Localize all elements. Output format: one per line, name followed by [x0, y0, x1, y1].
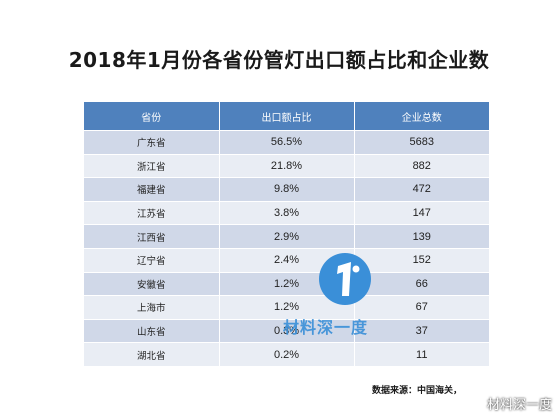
cell-company-count: 139 [354, 224, 489, 249]
cell-company-count: 147 [354, 200, 489, 225]
table-row: 湖北省 0.2% 11 [84, 342, 489, 366]
cell-province: 湖北省 [84, 342, 220, 366]
table-row: 广东省 56.5% 5683 [84, 130, 489, 155]
cell-company-count: 152 [354, 247, 489, 273]
page-title: 2018年1月份各省份管灯出口额占比和企业数 [68, 48, 490, 72]
watermark-corner-text: 材料深一度 [486, 398, 552, 413]
cell-company-count: 472 [354, 177, 489, 202]
chat-bubble-icon [465, 396, 484, 411]
cell-province: 福建省 [84, 177, 220, 202]
table-row: 山东省 0.3% 37 [84, 318, 489, 343]
cell-export-share: 56.5% [219, 130, 355, 155]
table-row: 江苏省 3.8% 147 [84, 200, 489, 225]
cell-company-count: 67 [354, 295, 489, 320]
table-row: 福建省 9.8% 472 [84, 177, 489, 202]
data-table: 省份 出口额占比 企业总数 广东省 56.5% 5683 浙江省 21.8% 882 福建省… [84, 102, 489, 366]
cell-company-count: 882 [354, 153, 489, 178]
column-header-export-share: 出口额占比 [219, 102, 355, 131]
cell-province: 浙江省 [84, 153, 220, 178]
cell-export-share: 0.2% [219, 342, 355, 366]
table-row: 安徽省 1.2% 66 [84, 271, 489, 296]
column-header-company-count: 企业总数 [354, 102, 489, 131]
cell-province: 安徽省 [84, 271, 220, 296]
cell-company-count: 37 [354, 318, 489, 343]
source-note: 数据来源：中国海关， [371, 386, 462, 396]
cell-company-count: 11 [354, 342, 489, 366]
cell-province: 江西省 [84, 224, 220, 249]
cell-company-count: 5683 [354, 130, 489, 155]
watermark-logo-text: 材料深一度 [283, 318, 369, 337]
column-header-province: 省份 [84, 102, 220, 131]
cell-province: 江苏省 [84, 200, 220, 225]
brand-logo-icon [319, 253, 371, 305]
corner-watermark: 材料深一度 [465, 394, 552, 413]
table-row: 江西省 2.9% 139 [84, 224, 489, 249]
cell-province: 上海市 [84, 295, 220, 320]
cell-company-count: 66 [354, 271, 489, 296]
cell-export-share: 3.8% [219, 200, 355, 225]
cell-export-share: 0.3% [219, 318, 355, 343]
cell-province: 辽宁省 [84, 247, 220, 273]
cell-export-share: 21.8% [219, 153, 355, 178]
table-header-row: 省份 出口额占比 企业总数 [84, 102, 489, 131]
cell-province: 广东省 [84, 130, 220, 155]
table-row: 上海市 1.2% 67 [84, 295, 489, 320]
table-row: 辽宁省 2.4% 152 [84, 247, 489, 273]
table-row: 浙江省 21.8% 882 [84, 153, 489, 178]
cell-export-share: 9.8% [219, 177, 355, 202]
cell-province: 山东省 [84, 318, 220, 343]
cell-export-share: 2.9% [219, 224, 355, 249]
